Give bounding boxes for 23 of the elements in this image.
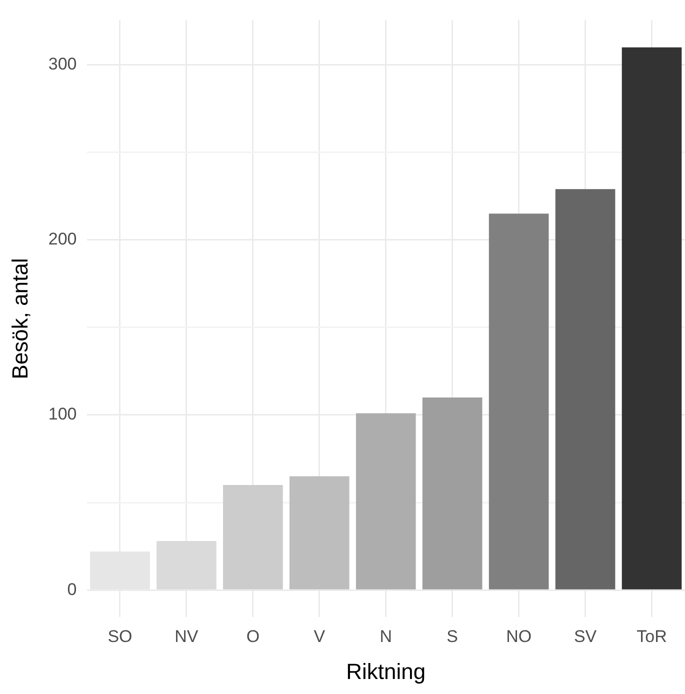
bar	[555, 189, 616, 590]
x-axis-title: Riktning	[346, 658, 426, 684]
x-tick-label: V	[314, 627, 326, 646]
x-tick-label: SO	[108, 627, 132, 646]
y-axis-title: Besök, antal	[7, 258, 32, 380]
x-tick-label: ToR	[636, 627, 667, 646]
y-tick-label: 100	[48, 404, 77, 424]
bar	[356, 413, 416, 590]
bar	[156, 541, 216, 590]
x-tick-label: NV	[174, 627, 199, 646]
x-tick-label: S	[446, 627, 458, 646]
bar	[622, 47, 682, 590]
x-tick-label: N	[380, 627, 392, 646]
y-tick-label: 300	[48, 54, 77, 74]
y-tick-label: 200	[48, 230, 77, 249]
x-tick-label: O	[246, 627, 260, 646]
bar	[422, 397, 482, 590]
bar	[290, 476, 350, 590]
x-tick-label: NO	[506, 627, 532, 646]
bar	[488, 214, 549, 590]
bar	[223, 485, 283, 590]
y-tick-label: 0	[67, 580, 77, 599]
x-tick-label: SV	[574, 627, 598, 646]
